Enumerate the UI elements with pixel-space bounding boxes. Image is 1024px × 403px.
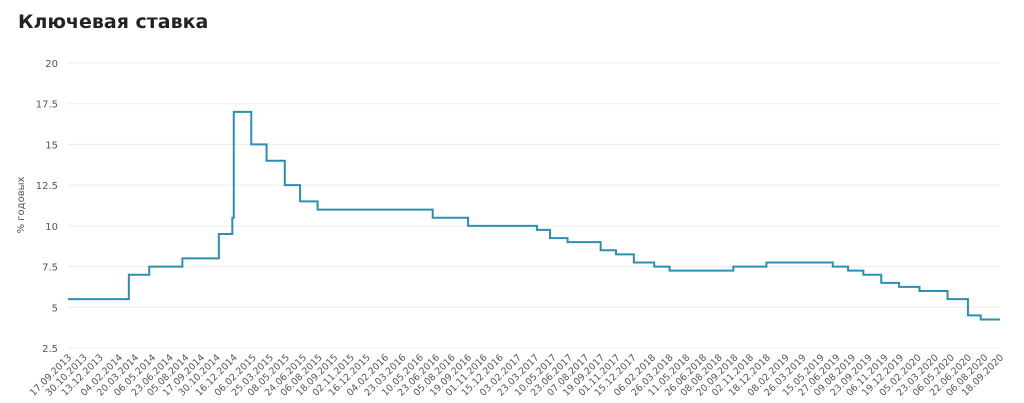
line — [68, 110, 1000, 321]
y-tick-label: 5 — [52, 303, 58, 314]
y-tick-label: 2.5 — [42, 344, 58, 355]
y-axis-label: % годовых — [16, 177, 27, 234]
y-tick-label: 10 — [45, 222, 58, 233]
chart-title: Ключевая ставка — [18, 11, 208, 33]
y-tick-label: 15 — [45, 140, 58, 151]
y-tick-label: 20 — [45, 59, 58, 70]
y-tick-label: 12.5 — [36, 181, 58, 192]
y-tick-label: 7.5 — [42, 263, 58, 274]
y-tick-label: 17.5 — [36, 100, 58, 111]
